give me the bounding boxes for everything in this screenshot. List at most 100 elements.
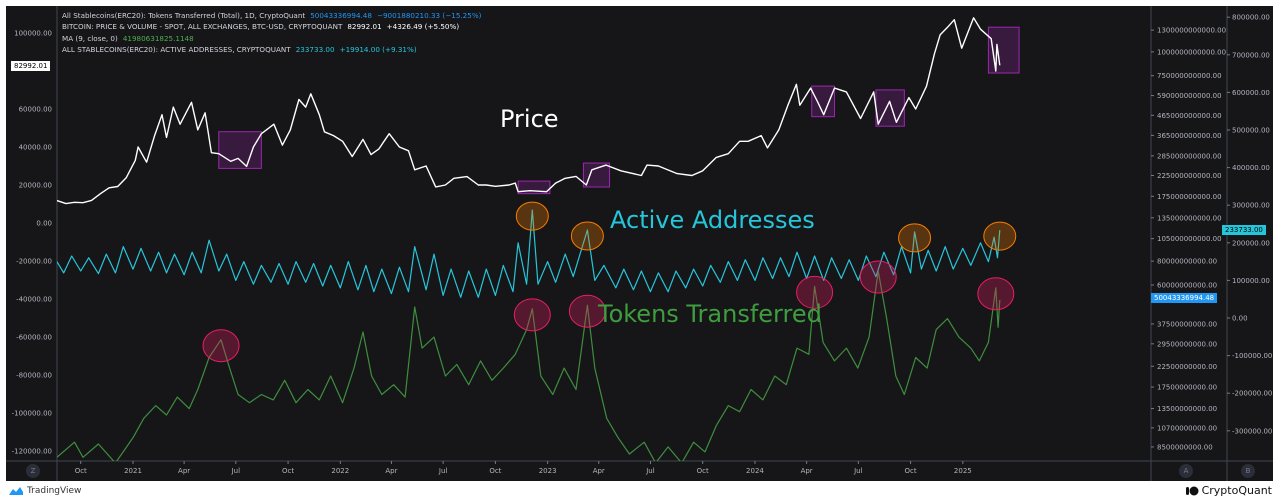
axis-a-tick: 365000000000.00 xyxy=(1157,132,1222,140)
axis-b-tick: 500000.00 xyxy=(1232,127,1270,135)
axis-a-tick: 29500000000.00 xyxy=(1157,340,1217,348)
active-addresses-highlight-circle xyxy=(898,223,932,253)
left-axis-tick: -120000.00 xyxy=(12,448,52,456)
time-axis-tick: Apr xyxy=(178,467,190,475)
tokens-transferred-highlight-circle xyxy=(568,294,606,328)
price-annotation: Price xyxy=(500,105,559,133)
time-axis-tick: Oct xyxy=(697,467,709,475)
axis-b-tick: 0.00 xyxy=(1232,315,1248,323)
tokens-transferred-highlight-circle xyxy=(513,298,551,332)
time-axis-tick: Oct xyxy=(905,467,917,475)
left-axis-tick: -40000.00 xyxy=(16,296,52,304)
plot-area xyxy=(57,17,1020,461)
axis-b-tick: 800000.00 xyxy=(1232,14,1270,22)
legend-value: 41980631825.1148 xyxy=(122,33,194,43)
left-axis-tick: 100000.00 xyxy=(14,30,52,38)
axis-a-tick: 1000000000000.00 xyxy=(1157,48,1226,56)
time-axis-tick: Jul xyxy=(438,467,448,475)
axis-b-tick: -100000.00 xyxy=(1232,352,1272,360)
left-axis-tick: -100000.00 xyxy=(12,410,52,418)
axis-a-tick: 1300000000000.00 xyxy=(1157,27,1226,35)
time-axis-tick: Oct xyxy=(282,467,294,475)
legend-active[interactable]: ALL STABLECOINS(ERC20): ACTIVE ADDRESSES… xyxy=(62,44,417,54)
active-tag: 233733.00 xyxy=(1222,225,1266,235)
axis-a-tick: 225000000000.00 xyxy=(1157,172,1222,180)
tokens-transferred-highlight-circle xyxy=(859,260,897,294)
highlight-box xyxy=(218,131,262,169)
legend-change: +19914.00 (+9.31%) xyxy=(339,44,417,54)
tokens-transferred-annotation: Tokens Transferred xyxy=(597,300,822,328)
time-axis-tick: Oct xyxy=(75,467,87,475)
time-axis-tick: 2021 xyxy=(124,467,142,475)
axis-a-tick: 8500000000.00 xyxy=(1157,443,1213,451)
axis-b-tick: 300000.00 xyxy=(1232,202,1270,210)
legend-change: −9001880210.33 (−15.25%) xyxy=(376,11,482,20)
left-axis-tick: -60000.00 xyxy=(16,334,52,342)
axis-a-tick: 590000000000.00 xyxy=(1157,92,1222,100)
axis-a-tick: 465000000000.00 xyxy=(1157,112,1222,120)
axis-a-tick: 105000000000.00 xyxy=(1157,235,1222,243)
axis-a-tick: 135000000000.00 xyxy=(1157,214,1222,222)
axis-a-tick: 22500000000.00 xyxy=(1157,363,1217,371)
time-axis-tick: Jul xyxy=(853,467,863,475)
scale-button-left[interactable]: Z xyxy=(26,464,40,478)
axis-b-tick: 400000.00 xyxy=(1232,164,1270,172)
time-axis-tick: Apr xyxy=(593,467,605,475)
legend-price[interactable]: BITCOIN: PRICE & VOLUME - SPOT, ALL EXCH… xyxy=(62,22,460,32)
price-line xyxy=(57,17,1001,205)
legend-value: 50043336994.48 xyxy=(310,11,372,20)
axis-b-tick: 200000.00 xyxy=(1232,239,1270,247)
time-axis-tick: Apr xyxy=(801,467,813,475)
tokens-transferred-line xyxy=(57,270,1001,461)
tokens-transferred-highlight-circle xyxy=(796,275,834,309)
chart-panel xyxy=(6,6,1273,481)
axis-b-tick: 700000.00 xyxy=(1232,51,1270,59)
time-axis-tick: 2023 xyxy=(539,467,557,475)
time-axis-tick: 2022 xyxy=(331,467,349,475)
highlight-box xyxy=(582,162,611,188)
axis-a-tick: 13500000000.00 xyxy=(1157,405,1217,413)
axis-a-tick: 285000000000.00 xyxy=(1157,152,1222,160)
cryptoquant-icon xyxy=(1185,486,1199,495)
left-axis-tick: 60000.00 xyxy=(19,106,52,114)
active-addresses-highlight-circle xyxy=(515,201,549,231)
tokens-transferred-highlight-circle xyxy=(202,329,240,363)
axis-a-tick: 80000000000.00 xyxy=(1157,258,1217,266)
axis-b-tick: 100000.00 xyxy=(1232,277,1270,285)
tokens-tag: 50043336994.48 xyxy=(1151,293,1218,303)
left-axis-tick: 40000.00 xyxy=(19,144,52,152)
axis-a-tick: 60000000000.00 xyxy=(1157,281,1217,289)
axis-a-tick: 750000000000.00 xyxy=(1157,72,1222,80)
tradingview-logo[interactable]: TradingView xyxy=(8,486,81,496)
active-addresses-annotation: Active Addresses xyxy=(610,206,815,234)
axis-b-tick: 600000.00 xyxy=(1232,89,1270,97)
axis-b-tick: -200000.00 xyxy=(1232,390,1272,398)
left-axis-tick: -20000.00 xyxy=(16,258,52,266)
time-axis-tick: 2024 xyxy=(746,467,764,475)
legend-tokens[interactable]: All Stablecoins(ERC20): Tokens Transferr… xyxy=(62,11,482,20)
highlight-box xyxy=(811,85,835,118)
left-axis-tick: 20000.00 xyxy=(19,182,52,190)
legend-ma[interactable]: MA (9, close, 0) 41980631825.1148 xyxy=(62,33,194,43)
left-axis-tick: 0.00 xyxy=(36,220,52,228)
scale-button-b[interactable]: B xyxy=(1241,464,1255,478)
tokens-transferred-highlight-circle xyxy=(977,277,1015,311)
tradingview-icon xyxy=(9,487,23,495)
time-axis-tick: 2025 xyxy=(954,467,972,475)
time-axis-tick: Apr xyxy=(385,467,397,475)
active-addresses-highlight-circle xyxy=(570,221,604,251)
axis-a-tick: 37500000000.00 xyxy=(1157,320,1217,328)
axis-a-tick: 10700000000.00 xyxy=(1157,424,1217,432)
scale-button-a[interactable]: A xyxy=(1179,464,1193,478)
time-axis-tick: Oct xyxy=(489,467,501,475)
left-axis-tick: -80000.00 xyxy=(16,372,52,380)
active-addresses-highlight-circle xyxy=(983,221,1017,251)
axis-a-tick: 175000000000.00 xyxy=(1157,193,1222,201)
axis-b-tick: -300000.00 xyxy=(1232,427,1272,435)
cryptoquant-logo[interactable]: CryptoQuant xyxy=(1185,484,1272,497)
time-axis-tick: Jul xyxy=(231,467,241,475)
legend-change: +4326.49 (+5.50%) xyxy=(386,22,460,32)
legend-value: 82992.01 xyxy=(347,22,382,32)
active-addresses-line xyxy=(57,209,1001,298)
